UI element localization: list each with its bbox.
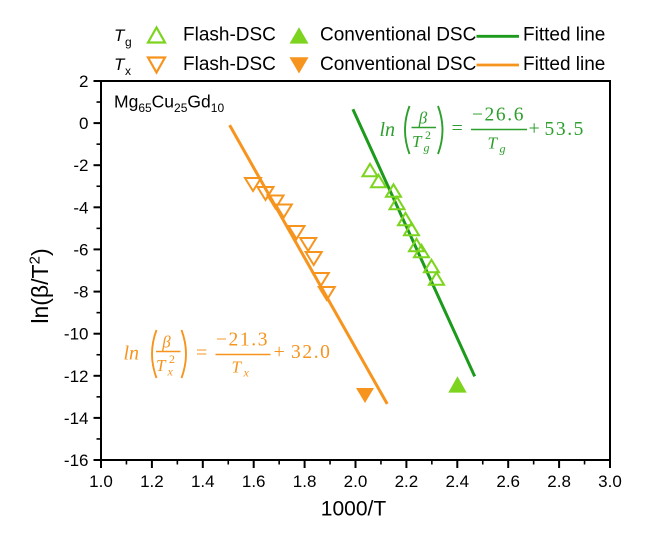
svg-text:T: T bbox=[114, 26, 126, 45]
svg-text:g: g bbox=[500, 142, 506, 156]
svg-text:1.0: 1.0 bbox=[89, 472, 113, 491]
svg-text:-10: -10 bbox=[64, 325, 89, 344]
svg-text:Conventional DSC: Conventional DSC bbox=[320, 25, 476, 46]
svg-text:−21.3: −21.3 bbox=[216, 330, 269, 351]
svg-text:1.8: 1.8 bbox=[293, 472, 317, 491]
svg-text:2: 2 bbox=[169, 352, 175, 366]
svg-text:T: T bbox=[488, 134, 499, 153]
svg-text:Fitted line: Fitted line bbox=[523, 54, 605, 75]
svg-text:x: x bbox=[167, 365, 174, 379]
svg-text:53.5: 53.5 bbox=[545, 119, 586, 140]
svg-text:-16: -16 bbox=[64, 451, 89, 470]
svg-text:-12: -12 bbox=[64, 367, 89, 386]
svg-text:x: x bbox=[243, 366, 250, 380]
svg-text:32.0: 32.0 bbox=[291, 342, 332, 363]
svg-text:-4: -4 bbox=[73, 198, 88, 217]
svg-text:=: = bbox=[196, 342, 207, 364]
svg-text:-14: -14 bbox=[64, 409, 89, 428]
svg-text:Fitted line: Fitted line bbox=[523, 25, 605, 46]
svg-text:2: 2 bbox=[425, 128, 431, 142]
svg-text:2.0: 2.0 bbox=[344, 472, 368, 491]
svg-text:+: + bbox=[529, 118, 540, 140]
svg-text:-6: -6 bbox=[73, 240, 88, 259]
svg-text:g: g bbox=[424, 141, 430, 155]
svg-text:ln: ln bbox=[380, 119, 396, 141]
svg-text:Mg65Cu25Gd10: Mg65Cu25Gd10 bbox=[114, 92, 224, 116]
svg-text:Flash-DSC: Flash-DSC bbox=[183, 54, 276, 75]
svg-text:β: β bbox=[418, 109, 428, 128]
svg-text:1.6: 1.6 bbox=[242, 472, 266, 491]
svg-text:T: T bbox=[156, 356, 167, 375]
svg-text:2.4: 2.4 bbox=[445, 472, 469, 491]
svg-text:β: β bbox=[161, 333, 171, 352]
svg-text:-2: -2 bbox=[73, 156, 88, 175]
svg-text:-8: -8 bbox=[73, 283, 88, 302]
svg-text:T: T bbox=[232, 358, 243, 377]
svg-text:1.2: 1.2 bbox=[140, 472, 164, 491]
svg-text:2: 2 bbox=[79, 72, 88, 91]
svg-text:1000/T: 1000/T bbox=[321, 498, 387, 521]
svg-text:ln(β/T2): ln(β/T2) bbox=[27, 248, 54, 323]
svg-text:T: T bbox=[412, 132, 423, 151]
svg-text:−26.6: −26.6 bbox=[472, 105, 525, 126]
svg-text:1.4: 1.4 bbox=[191, 472, 215, 491]
svg-text:2.8: 2.8 bbox=[547, 472, 571, 491]
svg-text:2.6: 2.6 bbox=[496, 472, 520, 491]
svg-text:3.0: 3.0 bbox=[598, 472, 622, 491]
svg-text:+: + bbox=[274, 341, 285, 363]
svg-text:T: T bbox=[114, 55, 126, 74]
svg-text:=: = bbox=[452, 118, 463, 140]
svg-text:ln: ln bbox=[124, 343, 140, 365]
svg-text:Conventional DSC: Conventional DSC bbox=[320, 54, 476, 75]
svg-text:0: 0 bbox=[79, 114, 88, 133]
svg-text:x: x bbox=[125, 64, 131, 78]
svg-text:g: g bbox=[125, 35, 132, 49]
svg-text:2.2: 2.2 bbox=[395, 472, 419, 491]
svg-text:Flash-DSC: Flash-DSC bbox=[183, 25, 276, 46]
